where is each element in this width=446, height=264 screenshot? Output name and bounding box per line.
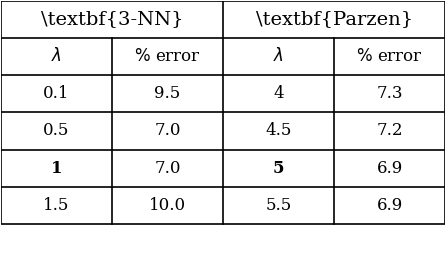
Text: $\%$ error: $\%$ error (134, 48, 201, 65)
Text: 1.5: 1.5 (43, 197, 70, 214)
Text: 7.0: 7.0 (154, 122, 181, 139)
Text: 0.1: 0.1 (43, 85, 70, 102)
Text: 5: 5 (273, 160, 285, 177)
Text: 1: 1 (50, 160, 62, 177)
Text: 5.5: 5.5 (265, 197, 292, 214)
Text: 9.5: 9.5 (154, 85, 181, 102)
Text: $\lambda$: $\lambda$ (273, 48, 284, 65)
Text: 10.0: 10.0 (149, 197, 186, 214)
Text: \textbf{Parzen}: \textbf{Parzen} (256, 10, 413, 28)
Text: 4.5: 4.5 (265, 122, 292, 139)
Text: 0.5: 0.5 (43, 122, 70, 139)
Text: \textbf{3-NN}: \textbf{3-NN} (41, 10, 183, 28)
Text: $\%$ error: $\%$ error (356, 48, 423, 65)
Bar (1, 1, 445, 224)
Text: 6.9: 6.9 (376, 197, 403, 214)
Text: 4: 4 (273, 85, 284, 102)
Text: $\lambda$: $\lambda$ (51, 48, 62, 65)
Text: 7.2: 7.2 (376, 122, 403, 139)
Text: 6.9: 6.9 (376, 160, 403, 177)
Text: 7.0: 7.0 (154, 160, 181, 177)
Text: 7.3: 7.3 (376, 85, 403, 102)
